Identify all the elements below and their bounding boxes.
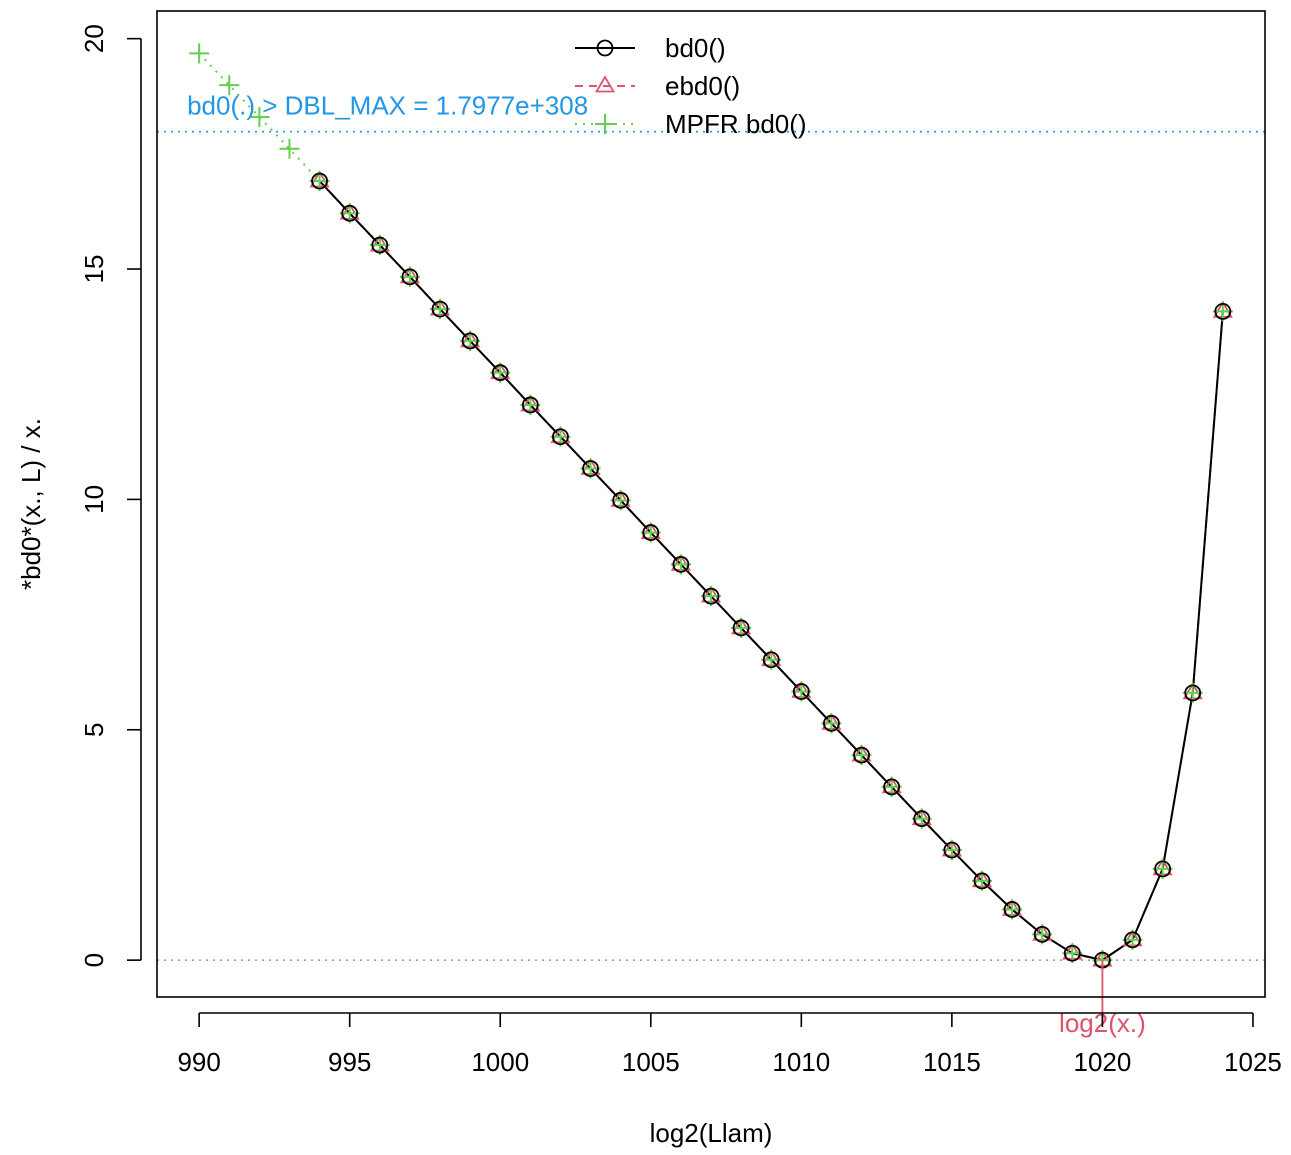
dbl-max-annotation: bd0(.) > DBL_MAX = 1.7977e+308	[187, 90, 588, 120]
data-point	[732, 619, 750, 637]
y-tick-label: 15	[79, 255, 109, 284]
x-tick-label: 995	[328, 1047, 371, 1077]
points-mpfr-bd0	[189, 43, 1233, 971]
data-point	[672, 555, 690, 573]
data-point	[552, 428, 569, 446]
data-point	[249, 106, 270, 127]
points-ebd0	[309, 170, 1233, 967]
x-tick-label: 1005	[622, 1047, 680, 1077]
y-tick-label: 10	[79, 485, 109, 514]
data-point	[1003, 901, 1021, 918]
data-point	[1184, 684, 1202, 702]
data-point	[1124, 931, 1141, 949]
legend-label: MPFR bd0()	[665, 109, 807, 139]
data-point	[702, 587, 720, 605]
plot-frame	[156, 10, 1266, 998]
x-tick-label: 1000	[471, 1047, 529, 1077]
data-point	[1063, 944, 1081, 962]
x-axis-title: log2(Llam)	[650, 1118, 773, 1148]
data-point	[792, 683, 810, 700]
x-axis: 990 995 1000 1005 1010 1015 1020 1025	[177, 1012, 1282, 1077]
data-point	[913, 810, 931, 828]
legend: bd0() ebd0() MPFR bd0()	[575, 33, 807, 139]
data-point	[1033, 925, 1051, 943]
data-point	[1154, 860, 1172, 878]
legend-marker	[594, 75, 616, 93]
legend-label: ebd0()	[665, 71, 740, 101]
data-point	[582, 460, 599, 477]
legend-entry-1: ebd0()	[575, 71, 740, 101]
annotations: bd0(.) > DBL_MAX = 1.7977e+308 log2(x.)	[187, 90, 1146, 1038]
x-tick-label: 1025	[1224, 1047, 1282, 1077]
data-point	[883, 778, 901, 796]
data-point	[943, 841, 961, 859]
data-point	[431, 300, 449, 318]
legend-marker	[595, 114, 615, 134]
data-point	[973, 872, 991, 890]
data-point	[189, 43, 210, 64]
data-point	[279, 138, 300, 159]
x-tick-label: 1015	[923, 1047, 981, 1077]
data-point	[341, 204, 359, 222]
series-bd0	[318, 180, 1224, 962]
data-point	[491, 364, 509, 382]
data-point	[521, 396, 539, 414]
reference-lines	[157, 130, 1265, 961]
data-point	[853, 746, 870, 764]
series-ebd0	[318, 180, 1224, 962]
series-line	[198, 52, 1224, 962]
x-tick-label: 1020	[1073, 1047, 1131, 1077]
data-point	[612, 491, 630, 509]
x-tick-label: 1010	[772, 1047, 830, 1077]
data-point	[1214, 303, 1232, 320]
data-point	[762, 651, 780, 669]
x-tick-label: 990	[177, 1047, 220, 1077]
y-tick-label: 5	[79, 723, 109, 737]
data-point	[219, 75, 240, 96]
series-layer	[189, 43, 1233, 971]
legend-marker	[596, 39, 614, 57]
series-mpfr-bd0	[198, 52, 1224, 962]
y-axis: 0 5 10 15 20	[79, 24, 142, 967]
data-point	[461, 332, 479, 350]
series-line	[318, 180, 1224, 962]
data-point	[401, 268, 419, 286]
legend-entry-2: MPFR bd0()	[575, 109, 807, 139]
legend-label: bd0()	[665, 33, 726, 63]
points-bd0	[311, 172, 1232, 969]
data-point	[371, 236, 389, 254]
y-tick-label: 20	[79, 24, 109, 53]
data-point	[823, 714, 840, 732]
data-point	[311, 172, 328, 190]
y-axis-title: *bd0*(x., L) / x.	[16, 418, 46, 590]
legend-entry-0: bd0()	[575, 33, 726, 63]
data-point	[642, 524, 660, 541]
series-line	[318, 180, 1224, 962]
y-tick-label: 0	[79, 953, 109, 967]
